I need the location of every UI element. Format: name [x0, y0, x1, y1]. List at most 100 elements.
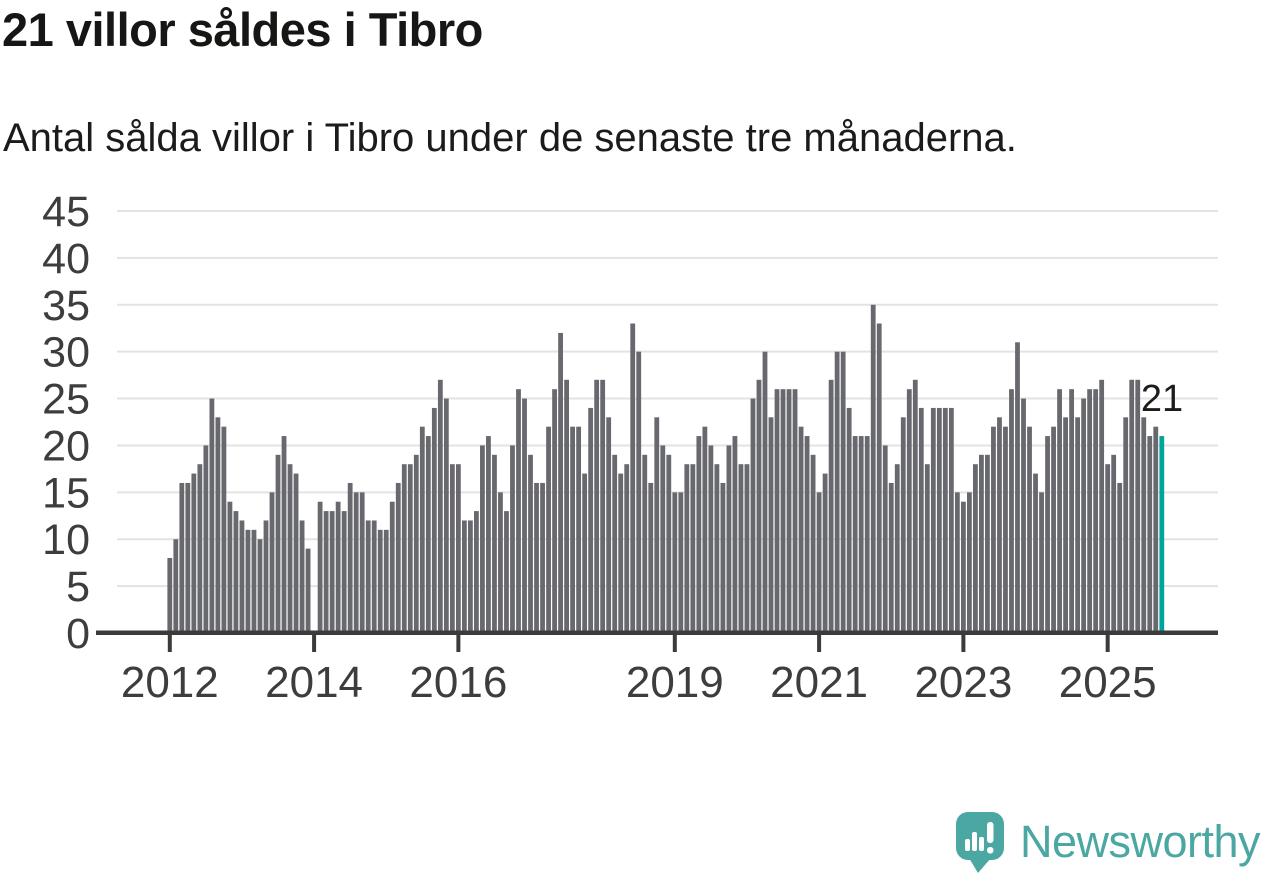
bar	[768, 417, 774, 633]
bar	[888, 482, 894, 633]
bar	[239, 520, 245, 633]
bar	[684, 464, 690, 633]
bar	[642, 454, 648, 633]
bar	[822, 473, 828, 633]
bar	[1051, 426, 1056, 633]
bar	[876, 323, 882, 633]
x-axis-label: 2016	[409, 658, 507, 707]
y-axis-label: 10	[42, 516, 90, 564]
y-axis-label: 5	[66, 563, 90, 611]
y-axis-label: 40	[42, 235, 90, 283]
bar	[834, 351, 840, 633]
bar	[1027, 426, 1032, 633]
chart-subtitle: Antal sålda villor i Tibro under de sena…	[3, 116, 1017, 160]
y-axis-label: 25	[42, 376, 90, 424]
bar	[474, 511, 479, 633]
bar	[480, 445, 485, 633]
bar	[708, 445, 714, 633]
bar	[323, 511, 329, 633]
bar	[269, 492, 275, 633]
x-axis-tick	[312, 635, 317, 652]
bar	[810, 454, 816, 633]
bar	[227, 501, 233, 633]
bar	[419, 426, 425, 633]
bar	[792, 389, 798, 633]
bar	[293, 473, 299, 633]
bar	[780, 389, 786, 633]
bar	[564, 379, 569, 633]
bar	[882, 445, 888, 633]
bar	[612, 454, 618, 633]
bar	[906, 389, 912, 633]
bar	[696, 436, 702, 633]
bar	[570, 426, 576, 633]
bar	[1117, 482, 1123, 633]
bar	[1147, 436, 1153, 633]
bar	[407, 464, 413, 633]
bar	[221, 426, 227, 633]
bar	[846, 407, 852, 633]
x-axis-tick	[961, 635, 966, 652]
bar	[1039, 492, 1044, 633]
bar	[546, 426, 551, 633]
bar	[1009, 389, 1014, 633]
bar	[461, 520, 467, 633]
bar	[870, 304, 876, 633]
bar	[167, 557, 173, 633]
bar	[389, 501, 395, 633]
bar	[245, 529, 251, 633]
bar	[1153, 426, 1159, 633]
bar	[1141, 417, 1147, 633]
bar	[552, 389, 557, 633]
bar	[1057, 389, 1062, 633]
bar	[600, 379, 606, 633]
bar	[492, 454, 497, 633]
bar	[395, 482, 401, 633]
bar	[1081, 398, 1087, 633]
bar	[534, 482, 539, 633]
bar	[443, 398, 449, 633]
bar	[203, 445, 209, 633]
bar	[413, 454, 419, 633]
bar	[263, 520, 269, 633]
newsworthy-wordmark: Newsworthy	[1020, 816, 1261, 867]
bar	[209, 398, 215, 633]
bar	[991, 426, 996, 633]
newsworthy-logo: Newsworthy	[956, 810, 1261, 874]
bar	[341, 511, 347, 633]
bar	[774, 389, 780, 633]
bar	[540, 482, 545, 633]
bar	[558, 332, 563, 633]
bar	[588, 407, 594, 633]
x-axis-tick	[456, 635, 461, 652]
bar	[275, 454, 281, 633]
page-title: 21 villor såldes i Tibro	[2, 3, 483, 56]
bar	[528, 454, 533, 633]
y-axis-label: 35	[42, 282, 90, 330]
bar	[197, 464, 203, 633]
bar	[738, 464, 744, 633]
last-value-label: 21	[1141, 378, 1183, 420]
bar	[576, 426, 582, 633]
bar	[191, 473, 197, 633]
bar	[468, 520, 473, 633]
bar	[852, 436, 858, 633]
bar	[582, 473, 588, 633]
x-axis-tick	[672, 635, 677, 652]
bar	[335, 501, 341, 633]
bar	[744, 464, 750, 633]
bar	[702, 426, 708, 633]
bar	[942, 407, 948, 633]
bar	[912, 379, 918, 633]
bar	[720, 482, 726, 633]
bar	[648, 482, 654, 633]
x-axis-line	[96, 630, 1218, 635]
bar	[954, 492, 960, 633]
bar	[798, 426, 804, 633]
bar	[347, 482, 353, 633]
bar	[864, 436, 870, 633]
bar	[455, 464, 461, 633]
bar	[317, 501, 323, 633]
bar	[1093, 389, 1099, 633]
